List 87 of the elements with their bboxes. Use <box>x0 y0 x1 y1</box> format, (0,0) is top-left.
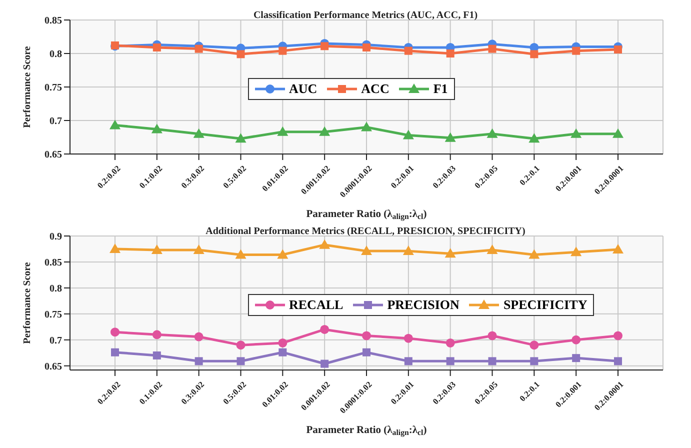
point <box>572 354 580 362</box>
point <box>572 335 581 344</box>
point <box>614 357 622 366</box>
point <box>152 330 162 340</box>
point <box>444 248 456 258</box>
point <box>277 126 288 136</box>
point <box>278 338 288 348</box>
point <box>488 44 496 53</box>
y-axis-title: Performance Score <box>22 262 33 344</box>
point <box>110 243 120 253</box>
point <box>404 334 413 343</box>
point <box>361 122 372 132</box>
point <box>570 128 582 138</box>
y-tick-label: 0.85 <box>44 16 62 27</box>
point <box>446 338 455 348</box>
point <box>194 357 203 366</box>
point <box>278 46 287 55</box>
chart-title: Classification Performance Metrics (AUC, ACC, F1) <box>253 10 478 21</box>
point <box>235 249 246 259</box>
point <box>362 331 371 340</box>
point <box>612 244 624 254</box>
legend-label: AUC <box>289 81 318 97</box>
point <box>446 50 454 58</box>
point <box>194 332 204 342</box>
point <box>402 246 414 256</box>
point <box>193 244 204 254</box>
point <box>319 239 330 249</box>
point <box>362 43 370 52</box>
point <box>235 133 246 143</box>
point <box>320 42 329 50</box>
y-tick-label: 0.75 <box>44 82 62 94</box>
point <box>236 340 246 350</box>
point <box>404 357 412 366</box>
point <box>152 351 161 360</box>
point <box>614 45 622 54</box>
point <box>530 340 539 350</box>
x-axis-title: Parameter Ratio (λ$_{align}$:λ$_{cl}$) <box>306 425 428 438</box>
y-tick-label: 0.75 <box>44 309 62 320</box>
y-tick-label: 0.8 <box>50 49 62 60</box>
y-axis-title: Performance Score <box>22 46 33 128</box>
point <box>612 128 624 138</box>
legend-label: RECALL <box>289 297 344 313</box>
point <box>110 120 120 130</box>
point <box>319 126 330 136</box>
point <box>320 360 329 368</box>
point <box>530 357 538 366</box>
chart-title: Additional Performance Metrics (RECALL, PRESICION, SPECIFICITY) <box>206 226 526 237</box>
y-tick-label: 0.65 <box>44 361 62 372</box>
point <box>486 128 498 138</box>
point <box>236 357 245 366</box>
legend-label: PRECISION <box>387 297 460 313</box>
point <box>488 357 496 366</box>
point <box>488 331 497 340</box>
y-tick-label: 0.9 <box>50 232 62 243</box>
point <box>362 348 370 356</box>
y-tick-label: 0.65 <box>44 150 62 161</box>
point <box>570 246 582 256</box>
legend-label: ACC <box>361 81 390 97</box>
point <box>446 357 454 366</box>
point <box>278 348 287 356</box>
point <box>236 50 245 58</box>
x-axis-title: Parameter Ratio (λ$_{align}$:λ$_{cl}$) <box>306 209 428 222</box>
point <box>110 328 120 337</box>
point <box>486 244 498 254</box>
legend-label: F1 <box>433 81 448 97</box>
point <box>404 46 412 55</box>
y-tick-label: 0.85 <box>44 258 62 269</box>
point <box>528 133 540 143</box>
point <box>320 324 330 334</box>
point <box>572 46 580 55</box>
point <box>528 249 540 259</box>
point <box>277 249 288 259</box>
point <box>530 50 538 58</box>
point <box>151 244 162 254</box>
point <box>194 44 203 53</box>
point <box>111 348 119 356</box>
point <box>614 331 622 340</box>
point <box>444 132 456 142</box>
y-tick-label: 0.7 <box>50 335 62 346</box>
point <box>151 124 162 134</box>
legend-label: SPECIFICITY <box>503 297 588 313</box>
point <box>152 43 161 52</box>
point <box>193 128 204 138</box>
y-tick-label: 0.8 <box>50 283 62 294</box>
point <box>402 130 414 140</box>
y-tick-label: 0.7 <box>50 116 62 128</box>
point <box>361 246 372 256</box>
